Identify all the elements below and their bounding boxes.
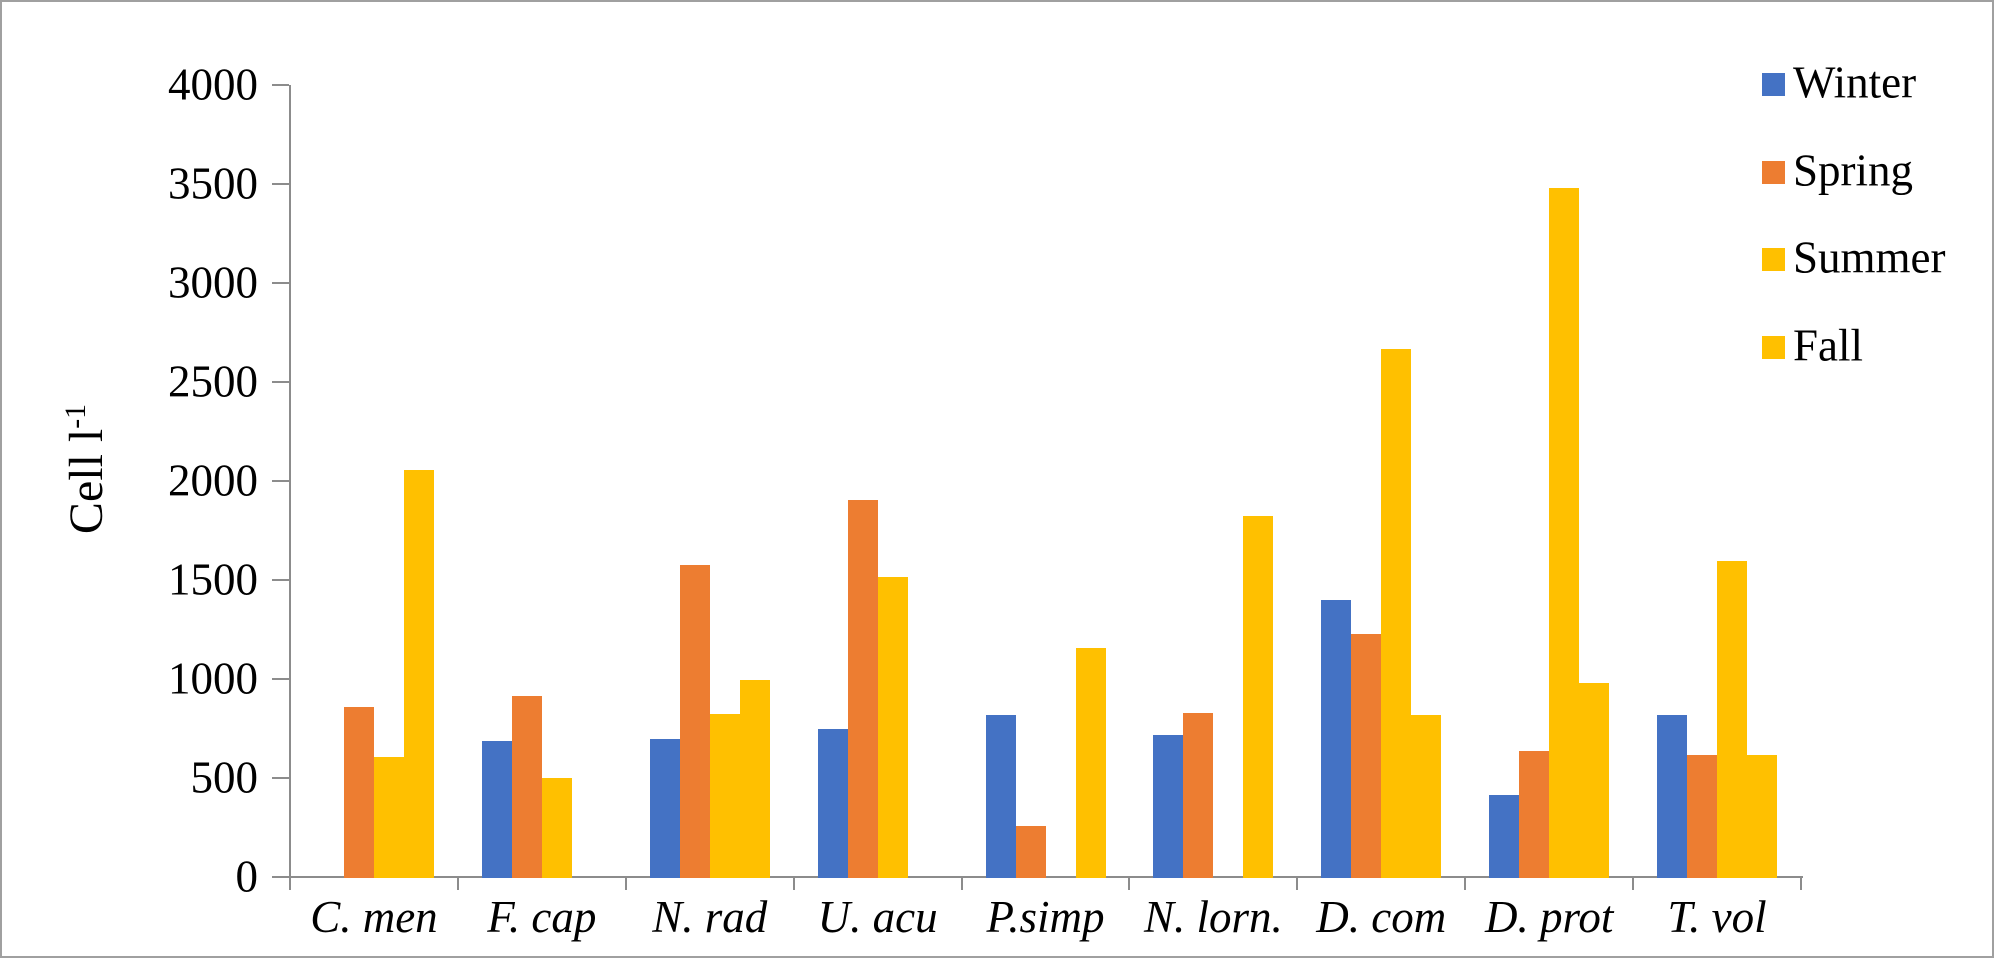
x-tick xyxy=(1632,877,1634,890)
y-tick-label: 1000 xyxy=(168,653,258,704)
x-tick xyxy=(793,877,795,890)
y-axis-title-text: Cell l xyxy=(60,428,113,535)
bar-winter-2 xyxy=(650,739,680,878)
bar-fall-4 xyxy=(1076,648,1106,878)
bar-winter-7 xyxy=(1489,795,1519,878)
x-tick xyxy=(625,877,627,890)
category-label: C. men xyxy=(310,892,438,942)
bar-fall-6 xyxy=(1411,715,1441,878)
bar-winter-3 xyxy=(818,729,848,878)
bar-fall-2 xyxy=(740,680,770,878)
category-label: N. rad xyxy=(652,892,768,942)
y-tick-label: 500 xyxy=(190,752,259,803)
legend-swatch-fall xyxy=(1762,336,1785,359)
bar-fall-5 xyxy=(1243,516,1273,878)
y-tick-label: 3500 xyxy=(168,158,258,209)
bar-spring-6 xyxy=(1351,634,1381,878)
y-axis-title: Cell l-1 xyxy=(59,404,113,535)
legend-label-summer: Summer xyxy=(1793,232,1946,283)
legend-swatch-spring xyxy=(1762,161,1785,184)
y-axis-line xyxy=(289,85,291,890)
bar-winter-5 xyxy=(1153,735,1183,878)
bar-spring-4 xyxy=(1016,826,1046,878)
category-label: U. acu xyxy=(817,892,938,942)
bar-winter-6 xyxy=(1321,600,1351,878)
y-tick-label: 0 xyxy=(235,851,259,902)
category-label: N. lorn. xyxy=(1143,892,1283,942)
bar-spring-7 xyxy=(1519,751,1549,878)
x-tick xyxy=(289,877,291,890)
category-label: T. vol xyxy=(1667,892,1767,942)
y-tick xyxy=(272,480,289,482)
bar-summer-8 xyxy=(1717,561,1747,878)
legend-label-spring: Spring xyxy=(1793,145,1914,196)
x-tick xyxy=(1800,877,1802,890)
legend-label-fall: Fall xyxy=(1793,320,1864,371)
bar-summer-1 xyxy=(542,778,572,878)
y-tick xyxy=(272,282,289,284)
y-tick xyxy=(272,183,289,185)
bar-summer-2 xyxy=(710,714,740,878)
bar-fall-8 xyxy=(1747,755,1777,878)
bar-fall-0 xyxy=(404,470,434,878)
bar-spring-1 xyxy=(512,696,542,878)
y-axis-title-superscript: -1 xyxy=(59,403,92,429)
y-tick-label: 1500 xyxy=(168,554,258,605)
category-label: F. cap xyxy=(487,892,597,942)
y-tick xyxy=(272,678,289,680)
bar-winter-1 xyxy=(482,741,512,878)
x-tick xyxy=(1128,877,1130,890)
y-tick xyxy=(272,84,289,86)
y-tick xyxy=(272,777,289,779)
bar-summer-0 xyxy=(374,757,404,878)
y-tick xyxy=(272,579,289,581)
legend-swatch-summer xyxy=(1762,248,1785,271)
bar-spring-0 xyxy=(344,707,374,878)
legend-label-winter: Winter xyxy=(1793,57,1917,108)
y-tick-label: 2000 xyxy=(168,455,258,506)
bar-spring-5 xyxy=(1183,713,1213,878)
y-tick-label: 3000 xyxy=(168,257,258,308)
bar-spring-8 xyxy=(1687,755,1717,878)
bar-winter-4 xyxy=(986,715,1016,878)
x-tick xyxy=(961,877,963,890)
bar-fall-7 xyxy=(1579,683,1609,878)
x-tick xyxy=(1464,877,1466,890)
bar-spring-3 xyxy=(848,500,878,878)
y-tick xyxy=(272,876,289,878)
y-tick xyxy=(272,381,289,383)
bar-summer-3 xyxy=(878,577,908,878)
y-tick-label: 2500 xyxy=(168,356,258,407)
bar-summer-7 xyxy=(1549,188,1579,878)
x-tick xyxy=(457,877,459,890)
category-label: P.simp xyxy=(986,892,1105,942)
x-axis-line xyxy=(289,876,1803,878)
category-label: D. com xyxy=(1316,892,1447,942)
category-label: D. prot xyxy=(1484,892,1614,942)
bar-spring-2 xyxy=(680,565,710,878)
bar-summer-6 xyxy=(1381,349,1411,878)
x-tick xyxy=(1296,877,1298,890)
y-tick-label: 4000 xyxy=(168,59,258,110)
bar-winter-8 xyxy=(1657,715,1687,878)
legend-swatch-winter xyxy=(1762,73,1785,96)
